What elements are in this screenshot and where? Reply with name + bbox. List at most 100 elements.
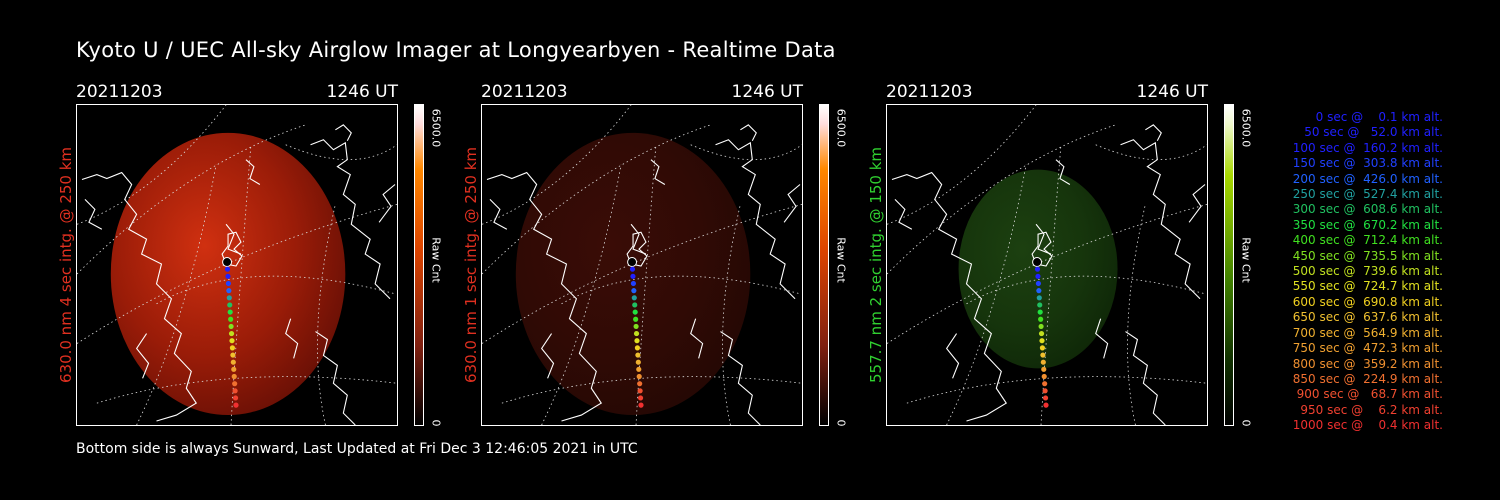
- panel-630nm-1sec: 20211203 1246 UT 630.0 nm 1 sec intg. @ …: [462, 80, 861, 430]
- trajectory-point: [638, 402, 644, 408]
- trajectory-point: [227, 302, 233, 308]
- page-title: Kyoto U / UEC All-sky Airglow Imager at …: [76, 38, 836, 62]
- coastline: [81, 171, 198, 422]
- trajectory-point: [232, 388, 238, 394]
- trajectory-point: [1039, 345, 1046, 351]
- trajectory-point: [636, 366, 642, 372]
- panel-557nm-2sec: 20211203 1246 UT 557.7 nm 2 sec intg. @ …: [867, 80, 1266, 430]
- trajectory-point: [1037, 302, 1043, 308]
- allsky-svg: [482, 105, 802, 425]
- legend-row: 600 sec @ 690.8 km alt.: [1288, 294, 1443, 309]
- trajectory-point: [633, 330, 640, 337]
- colorbar: [414, 104, 424, 426]
- trajectory-point: [227, 309, 233, 315]
- legend-row: 500 sec @ 739.6 km alt.: [1288, 264, 1443, 279]
- coastline: [540, 333, 555, 379]
- trajectory-point: [1038, 323, 1044, 329]
- trajectory-point: [1038, 330, 1045, 337]
- footer-status: Bottom side is always Sunward, Last Upda…: [76, 441, 638, 457]
- trajectory-point: [1042, 381, 1048, 387]
- panel-time: 1246 UT: [326, 82, 399, 102]
- coastline: [1035, 223, 1052, 255]
- coastline: [1125, 331, 1166, 425]
- legend-row: 1000 sec @ 0.4 km alt.: [1292, 418, 1443, 433]
- svalbard-outline: [1031, 231, 1053, 267]
- trajectory-point: [233, 402, 239, 408]
- trajectory-point: [636, 373, 642, 380]
- colorbar: [819, 104, 829, 426]
- trajectory-point: [631, 288, 637, 294]
- panel-date: 20211203: [76, 82, 163, 102]
- latlon-grid-line: [946, 164, 1027, 425]
- panel-time: 1246 UT: [1136, 82, 1209, 102]
- trajectory-point: [231, 373, 237, 380]
- trajectory-point: [232, 381, 238, 387]
- allsky-svg: [887, 105, 1207, 425]
- trajectory-legend: 0 sec @ 0.1 km alt. 50 sec @ 52.0 km alt…: [1243, 110, 1443, 434]
- trajectory-point: [630, 280, 636, 287]
- colorbar-min: 0: [834, 419, 848, 427]
- trajectory-point: [1037, 309, 1043, 315]
- legend-row: 750 sec @ 472.3 km alt.: [1288, 341, 1443, 356]
- svalbard-outline: [221, 231, 243, 267]
- trajectory-point: [635, 359, 641, 365]
- latlon-grid-line: [690, 144, 802, 161]
- trajectory-point: [228, 323, 234, 329]
- allsky-image: [886, 104, 1208, 426]
- legend-row: 450 sec @ 735.5 km alt.: [1288, 248, 1443, 263]
- legend-row: 100 sec @ 160.2 km alt.: [1288, 140, 1443, 155]
- coastline: [245, 159, 261, 185]
- coastline: [1055, 159, 1071, 185]
- trajectory-point: [226, 288, 232, 294]
- coastline: [315, 331, 356, 425]
- panel-date: 20211203: [481, 82, 568, 102]
- legend-row: 350 sec @ 670.2 km alt.: [1288, 217, 1443, 232]
- trajectory-point: [230, 352, 236, 358]
- legend-row: 250 sec @ 527.4 km alt.: [1288, 187, 1443, 202]
- trajectory-point: [222, 257, 233, 267]
- latlon-grid-line: [317, 204, 336, 425]
- panel-time: 1246 UT: [731, 82, 804, 102]
- legend-row: 850 sec @ 224.9 km alt.: [1288, 371, 1443, 386]
- colorbar-max: 6500.0: [834, 108, 848, 148]
- trajectory-point: [226, 295, 232, 301]
- legend-row: 550 sec @ 724.7 km alt.: [1288, 279, 1443, 294]
- trajectory-point: [637, 395, 644, 401]
- trajectory-point: [1041, 373, 1047, 380]
- coastline: [891, 171, 1008, 422]
- trajectory-point: [631, 295, 637, 301]
- trajectory-point: [229, 345, 236, 351]
- panel-date: 20211203: [886, 82, 973, 102]
- trajectory-point: [629, 266, 636, 272]
- trajectory-point: [1038, 316, 1044, 322]
- coastline: [783, 184, 801, 223]
- trajectory-point: [229, 338, 235, 344]
- trajectory-point: [1035, 280, 1041, 287]
- coastline: [945, 333, 960, 379]
- svalbard-outline: [626, 231, 648, 267]
- trajectory-point: [632, 309, 638, 315]
- trajectory-point: [637, 381, 643, 387]
- trajectory-point: [1034, 266, 1041, 272]
- coastline: [486, 171, 603, 422]
- coastline: [894, 199, 913, 230]
- allsky-image: [76, 104, 398, 426]
- latlon-grid-line: [285, 144, 397, 161]
- ylabel-text: 630.0 nm 1 sec intg. @ 250 km: [462, 146, 480, 384]
- trajectory-point: [1040, 352, 1046, 358]
- trajectory-point: [1036, 295, 1042, 301]
- trajectory-point: [1036, 288, 1042, 294]
- coastline: [1120, 139, 1201, 300]
- coastline: [335, 124, 352, 142]
- allsky-svg: [77, 105, 397, 425]
- trajectory-point: [232, 395, 239, 401]
- trajectory-point: [627, 257, 638, 267]
- trajectory-point: [1043, 402, 1049, 408]
- trajectory-point: [1041, 366, 1047, 372]
- coastline: [630, 223, 647, 255]
- trajectory-point: [225, 273, 231, 279]
- trajectory-point: [228, 316, 234, 322]
- colorbar: [1224, 104, 1234, 426]
- trajectory-point: [228, 330, 235, 337]
- coastline: [690, 318, 704, 359]
